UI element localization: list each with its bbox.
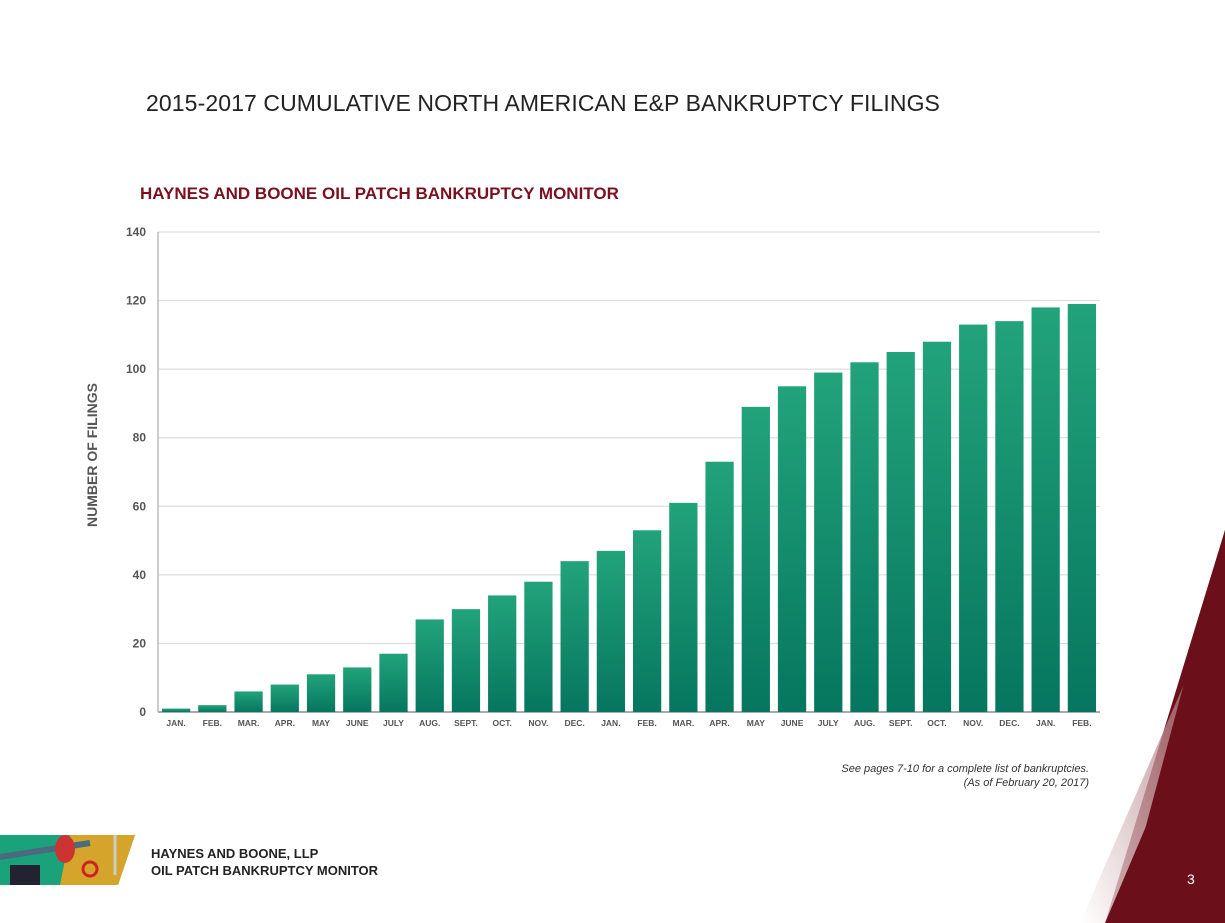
x-tick-label: JAN. [601,718,620,728]
x-tick-label: OCT. [493,718,512,728]
bar [451,609,481,712]
x-tick-label: MAY [312,718,330,728]
x-tick-label: OCT. [927,718,946,728]
bar [1067,304,1097,712]
x-tick-label: FEB. [203,718,222,728]
footnote: See pages 7-10 for a complete list of ba… [841,762,1089,790]
bar [814,372,843,712]
x-tick-label: DEC. [564,718,584,728]
x-tick-label: AUG. [854,718,875,728]
bar [488,595,517,712]
page-number: 3 [1187,871,1195,887]
page-title: 2015-2017 CUMULATIVE NORTH AMERICAN E&P … [146,90,940,116]
x-tick-label: JUNE [781,718,804,728]
y-tick-label: 120 [126,294,146,308]
x-tick-label: APR. [275,718,295,728]
chart-title: HAYNES AND BOONE OIL PATCH BANKRUPTCY MO… [140,184,619,203]
bar [741,406,770,712]
bar [270,684,299,712]
y-tick-label: 0 [139,705,146,719]
bar [415,619,444,712]
bar [379,653,408,712]
x-tick-label: NOV. [528,718,548,728]
bar [669,502,698,712]
x-tick-label: MAR. [672,718,694,728]
bar [1031,307,1060,712]
x-tick-label: JULY [383,718,404,728]
x-tick-label: DEC. [999,718,1019,728]
x-tick-label: SEPT. [454,718,478,728]
bar [524,581,553,712]
footnote-line-2: (As of February 20, 2017) [963,777,1089,789]
bar [777,386,807,712]
y-tick-label: 100 [126,362,146,376]
bar [198,705,227,712]
x-tick-label: JULY [818,718,839,728]
bar [343,667,372,712]
x-tick-label: JUNE [346,718,369,728]
x-tick-label: FEB. [1072,718,1091,728]
x-tick-label: JAN. [1036,718,1055,728]
bar [886,352,915,712]
bar [959,324,988,712]
oil-pump-logo [0,835,135,885]
y-tick-label: 140 [126,225,146,239]
bar [234,691,263,712]
footer: HAYNES AND BOONE, LLP OIL PATCH BANKRUPT… [151,845,378,879]
x-tick-label: AUG. [419,718,440,728]
footer-publication: OIL PATCH BANKRUPTCY MONITOR [151,863,379,878]
x-tick-label: FEB. [637,718,656,728]
bar [705,461,734,712]
bar [560,561,589,712]
x-tick-label: MAR. [238,718,260,728]
bar [850,362,879,712]
x-tick-label: APR. [709,718,729,728]
x-tick-label: SEPT. [889,718,913,728]
footer-firm: HAYNES AND BOONE, LLP [151,846,319,861]
x-tick-label: NOV. [963,718,983,728]
bar [632,530,662,712]
x-tick-label: MAY [747,718,765,728]
y-tick-label: 40 [133,568,147,582]
footnote-line-1: See pages 7-10 for a complete list of ba… [841,763,1089,775]
bar [596,550,626,712]
y-tick-label: 20 [133,636,147,650]
y-tick-label: 60 [133,499,147,513]
x-tick-label: JAN. [166,718,185,728]
bar [995,321,1024,712]
bar [161,708,191,712]
bar [306,674,336,712]
y-tick-label: 80 [133,431,147,445]
bar [922,341,952,712]
